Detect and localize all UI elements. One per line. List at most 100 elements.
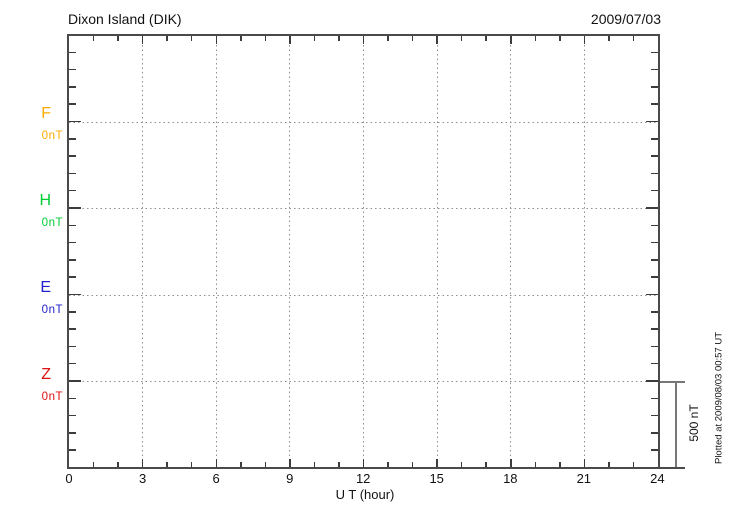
axis-tick-left [69,328,76,330]
observation-date: 2009/07/03 [590,11,661,27]
axis-tick-top [289,36,291,44]
axis-tick-top [387,36,389,41]
axis-tick-left [69,362,76,365]
axis-tick-top [117,36,119,41]
axis-tick-top [313,36,316,41]
axis-tick-bottom [485,462,487,467]
axis-tick-left [69,259,76,261]
x-axis-title: U T (hour) [335,487,395,502]
x-tick-label-9: 9 [286,471,294,486]
axis-tick-left [69,293,81,296]
axis-tick-right [646,120,658,123]
axis-tick-top [583,36,586,44]
grid-line-vertical [142,36,144,467]
axis-tick-bottom [362,459,365,467]
grid-line-horizontal [69,381,658,382]
axis-tick-top [92,36,95,41]
axis-tick-left [69,224,76,227]
axis-tick-bottom [338,462,340,467]
axis-tick-right [651,311,658,313]
axis-tick-top [436,36,438,44]
x-tick-label-12: 12 [355,471,371,486]
axis-tick-right [651,259,658,261]
channel-label-e: E [40,279,51,296]
grid-line-vertical [436,36,438,467]
axis-tick-right [651,241,658,244]
axis-tick-left [69,449,76,451]
axis-tick-right [651,397,658,400]
channel-baseline-label-e: 0nT [41,304,63,316]
channel-baseline-label-z: 0nT [41,391,63,403]
axis-tick-bottom [166,462,168,467]
axis-tick-left [69,276,76,278]
axis-tick-left [69,311,76,313]
axis-tick-left [69,51,76,54]
channel-baseline-label-f: 0nT [41,130,63,142]
axis-tick-right [646,293,658,296]
grid-line-vertical [289,36,291,467]
x-tick-label-3: 3 [138,471,147,486]
axis-tick-left [69,120,81,123]
axis-tick-left [69,397,76,400]
axis-tick-bottom [264,462,267,467]
axis-tick-top [559,36,561,41]
axis-tick-top [411,36,414,41]
grid-line-vertical [215,36,217,467]
channel-label-h: H [39,192,51,209]
axis-tick-top [460,36,463,41]
axis-tick-top [534,36,537,41]
axis-tick-left [69,155,76,157]
axis-tick-right [651,276,658,278]
axis-tick-bottom [387,462,389,467]
x-tick-label-0: 0 [65,471,73,486]
scale-bar-vertical-line [675,381,677,469]
grid-line-horizontal [69,294,658,296]
axis-tick-top [338,36,340,41]
axis-tick-left [69,241,76,244]
axis-tick-top [632,36,635,41]
axis-tick-top [141,36,144,44]
axis-tick-right [646,207,658,209]
axis-tick-bottom [583,459,586,467]
axis-tick-right [651,172,658,175]
axis-tick-top [215,36,217,44]
axis-tick-bottom [215,459,217,467]
axis-tick-right [651,328,658,330]
axis-tick-bottom [289,459,291,467]
axis-tick-top [485,36,487,41]
grid-line-horizontal [69,121,658,123]
axis-tick-top [264,36,267,41]
axis-tick-right [651,414,658,417]
axis-tick-left [69,172,76,175]
axis-tick-bottom [559,462,561,467]
grid-line-vertical [583,36,585,467]
axis-tick-left [69,189,76,192]
scale-bar-top-line [660,381,685,383]
plot-area [69,36,658,467]
axis-tick-bottom [141,459,144,467]
axis-tick-bottom [411,462,414,467]
axis-tick-left [69,380,81,382]
x-tick-label-21: 21 [576,471,592,486]
axis-tick-right [651,449,658,451]
axis-tick-left [69,432,76,434]
axis-tick-top [510,36,512,44]
axis-tick-bottom [313,462,316,467]
axis-tick-left [69,86,76,88]
axis-tick-bottom [436,459,438,467]
axis-tick-left [69,103,76,105]
axis-tick-bottom [92,462,95,467]
scale-bar-bottom-line [660,467,685,469]
axis-tick-right [651,68,658,71]
axis-tick-right [651,362,658,365]
axis-tick-left [69,207,81,209]
axis-tick-top [240,36,242,41]
axis-tick-bottom [117,462,119,467]
grid-line-vertical [363,36,364,467]
axis-tick-right [651,86,658,88]
axis-tick-right [651,345,658,348]
axis-tick-top [190,36,193,41]
axis-tick-left [69,68,76,71]
plotted-timestamp-note: Plotted at 2009/08/03 00:57 UT [713,331,725,465]
